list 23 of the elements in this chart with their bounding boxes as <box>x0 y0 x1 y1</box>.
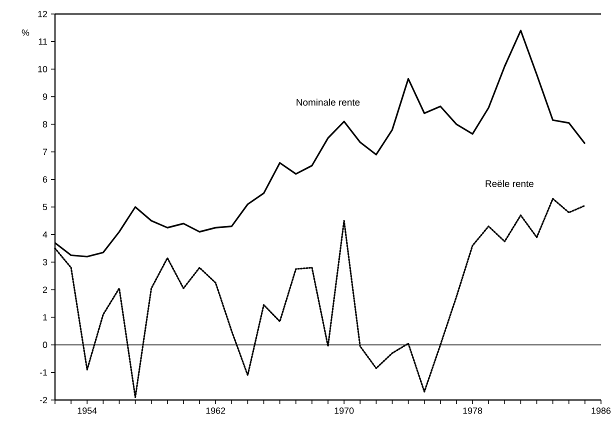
y-tick-label: 5 <box>42 204 48 210</box>
y-tick-label: -2 <box>40 396 48 404</box>
y-tick-label: -1 <box>40 369 48 376</box>
x-tick-label: 1962 <box>206 408 226 414</box>
y-tick-label: 1 <box>43 314 48 320</box>
y-tick-label: 0 <box>42 342 48 348</box>
text: Nominale rente <box>296 98 360 106</box>
y-tick-label: 3 <box>42 258 48 266</box>
y-axis-title: % <box>22 30 30 36</box>
y-tick-label: 4 <box>42 231 48 238</box>
x-tick-label: 1970 <box>334 408 354 414</box>
y-tick-label: 9 <box>42 94 48 100</box>
y-tick-label: 8 <box>42 121 48 128</box>
x-tick-label: 1978 <box>463 408 482 414</box>
x-tick-label: 1986 <box>592 408 611 414</box>
y-tick-label: 12 <box>38 10 48 18</box>
x-tick-label: 1954 <box>78 408 97 414</box>
y-tick-label: 7 <box>42 148 48 155</box>
y-tick-label: 6 <box>42 176 48 183</box>
y-tick-label: 11 <box>38 38 48 45</box>
text: Reële rente <box>486 180 534 188</box>
y-tick-label: 2 <box>42 286 48 293</box>
y-tick-label: 10 <box>38 66 48 72</box>
